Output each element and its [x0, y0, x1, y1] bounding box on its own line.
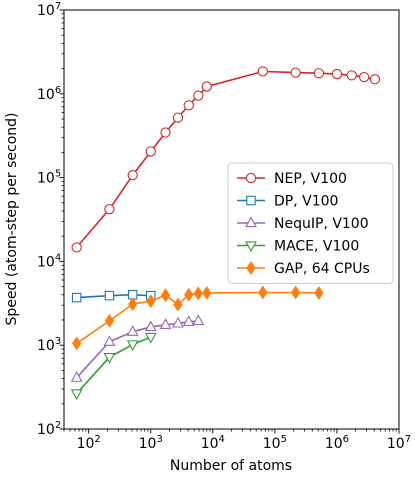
legend-label: GAP, 64 CPUs: [274, 261, 370, 277]
data-point-nep-v100: [257, 66, 268, 77]
y-axis-label: Speed (atom-step per second): [4, 113, 20, 326]
data-point-nequip-v100: [182, 315, 195, 326]
legend-marker: [245, 216, 257, 228]
legend-item-mace-v100: MACE, V100: [237, 239, 359, 255]
data-point-gap-64-cpus: [72, 336, 82, 351]
x-axis-ticks: 102 103 104 105 106 107: [63, 429, 411, 452]
legend-label: MACE, V100: [274, 239, 359, 255]
legend-marker: [246, 195, 256, 206]
data-point-mace-v100: [144, 332, 157, 344]
series-nequip-v100: [70, 314, 205, 382]
data-point-gap-64-cpus: [160, 288, 171, 303]
legend-item-nequip-v100: NequIP, V100: [237, 216, 369, 232]
series-line-gap-64-cpus: [76, 291, 319, 345]
data-point-nequip-v100: [172, 316, 184, 328]
x-tick-label: 102: [77, 434, 101, 452]
data-point-mace-v100: [70, 389, 83, 401]
x-tick-label: 103: [139, 434, 163, 452]
data-point-nep-v100: [172, 112, 184, 123]
x-axis-label: Number of atoms: [170, 458, 292, 474]
data-point-nequip-v100: [70, 371, 83, 382]
data-point-nep-v100: [127, 169, 138, 181]
x-tick-label: 107: [387, 434, 411, 452]
data-point-gap-64-cpus: [258, 285, 268, 300]
x-tick-label: 106: [325, 434, 349, 452]
legend-label: NequIP, V100: [274, 216, 369, 232]
series-dp-v100: [71, 289, 156, 303]
data-point-nep-v100: [290, 67, 301, 78]
data-point-gap-64-cpus: [202, 285, 212, 300]
data-point-nep-v100: [71, 242, 82, 253]
data-point-nequip-v100: [103, 335, 116, 346]
data-point-nep-v100: [313, 68, 325, 79]
legend-item-nep-v100: NEP, V100: [237, 171, 347, 187]
data-point-nequip-v100: [192, 314, 205, 326]
y-tick-label: 105: [37, 169, 61, 187]
data-point-mace-v100: [126, 340, 139, 352]
series-line-dp-v100: [76, 293, 151, 299]
y-tick-label: 104: [37, 252, 61, 270]
data-point-nep-v100: [183, 100, 194, 111]
legend-label: NEP, V100: [274, 171, 347, 187]
data-point-nep-v100: [145, 146, 156, 157]
data-point-nequip-v100: [126, 325, 139, 336]
data-point-nequip-v100: [144, 320, 157, 332]
legend-marker: [245, 241, 257, 253]
series-gap-64-cpus: [72, 285, 324, 351]
data-point-gap-64-cpus: [193, 286, 203, 301]
data-point-nep-v100: [193, 90, 204, 101]
data-point-gap-64-cpus: [128, 297, 138, 312]
legend-item-dp-v100: DP, V100: [237, 194, 338, 210]
data-point-nep-v100: [346, 70, 357, 81]
legend-box: [227, 162, 394, 284]
data-point-nequip-v100: [159, 318, 172, 329]
legend-marker: [245, 172, 257, 184]
legend-label: DP, V100: [274, 194, 338, 210]
data-point-nep-v100: [201, 81, 212, 92]
series-line-nequip-v100: [76, 320, 199, 379]
data-point-gap-64-cpus: [146, 294, 156, 309]
legend-item-gap-64-cpus: GAP, 64 CPUs: [237, 261, 370, 277]
data-point-gap-64-cpus: [184, 287, 194, 302]
data-point-dp-v100: [104, 290, 115, 301]
data-point-gap-64-cpus: [104, 313, 115, 328]
data-point-nep-v100: [104, 204, 115, 215]
data-point-nep-v100: [358, 72, 370, 83]
data-point-nep-v100: [331, 68, 343, 80]
y-tick-label: 102: [37, 420, 61, 438]
x-tick-label: 104: [201, 434, 225, 452]
data-point-nep-v100: [160, 127, 171, 138]
legend: NEP, V100 DP, V100 NequIP, V100 MACE, V100 G…: [227, 162, 394, 284]
plot-marks: [70, 66, 381, 401]
x-tick-label: 105: [263, 434, 287, 452]
data-point-gap-64-cpus: [290, 285, 301, 300]
series-line-nep-v100: [76, 70, 376, 248]
data-point-dp-v100: [71, 292, 82, 303]
y-tick-label: 103: [37, 336, 61, 354]
data-point-mace-v100: [103, 353, 116, 364]
y-tick-label: 107: [37, 1, 61, 19]
series-nep-v100: [71, 66, 381, 253]
series-mace-v100: [70, 332, 157, 401]
y-tick-label: 106: [37, 85, 61, 103]
data-point-nep-v100: [369, 74, 381, 85]
legend-marker: [246, 261, 256, 275]
series-line-mace-v100: [76, 336, 152, 395]
y-axis-ticks: 102 103 104 105 106 107: [37, 1, 64, 438]
data-point-gap-64-cpus: [314, 285, 324, 300]
data-point-gap-64-cpus: [173, 297, 183, 312]
